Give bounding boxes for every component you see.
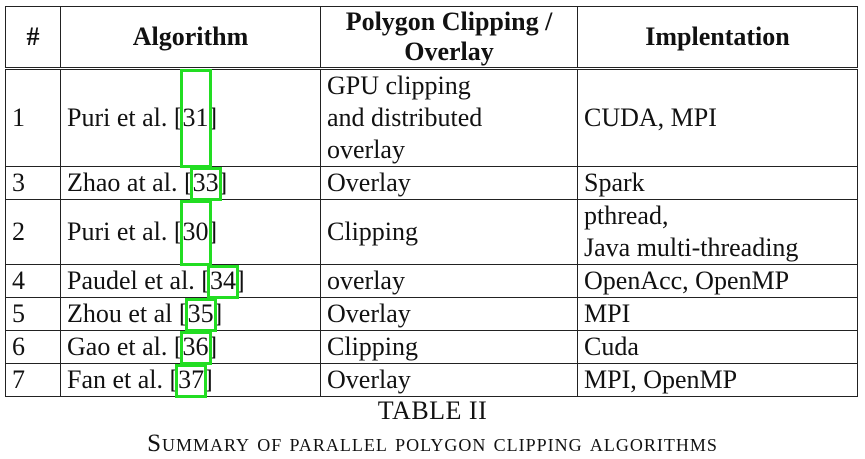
implementation-line: Java multi-threading bbox=[584, 233, 799, 262]
clipping-line: Overlay bbox=[327, 299, 411, 328]
clipping-line: Overlay bbox=[327, 365, 411, 394]
row-number: 1 bbox=[5, 68, 61, 167]
table-label: TABLE II bbox=[377, 396, 488, 425]
header-row: # Algorithm Polygon Clipping / Overlay I… bbox=[5, 6, 858, 70]
implementation-line: MPI bbox=[584, 299, 631, 328]
algorithm-text: Zhou et al [35] bbox=[67, 299, 223, 328]
row-number: 6 bbox=[5, 330, 61, 364]
implementation-line: CUDA, MPI bbox=[584, 103, 717, 132]
clipping-line: GPU clipping bbox=[327, 71, 471, 100]
table-row: 1 Puri et al. [31] GPU clipping and distrib… bbox=[5, 68, 858, 167]
clipping-line: overlay bbox=[327, 266, 405, 295]
table-row: 5 Zhou et al [35] Overlay MPI bbox=[5, 297, 858, 331]
clipping-cell: Overlay bbox=[320, 166, 578, 200]
implementation-cell: CUDA, MPI bbox=[577, 68, 858, 167]
algorithm-text: Zhao at al. [33] bbox=[67, 168, 228, 197]
algorithm-cell: Paudel et al. [34] bbox=[60, 264, 321, 298]
header-algorithm: Algorithm bbox=[60, 6, 321, 70]
implementation-cell: OpenAcc, OpenMP bbox=[577, 264, 858, 298]
table-row: 2 Puri et al. [30] Clipping pthread, Java mu… bbox=[5, 199, 858, 265]
clipping-cell: overlay bbox=[320, 264, 578, 298]
implementation-line: OpenAcc, OpenMP bbox=[584, 266, 790, 295]
algorithm-cell: Gao et al. [36] bbox=[60, 330, 321, 364]
table-caption: Summary of parallel polygon clipping alg… bbox=[147, 430, 718, 457]
algorithm-text: Puri et al. [30] bbox=[67, 217, 218, 246]
summary-table: # Algorithm Polygon Clipping / Overlay I… bbox=[5, 6, 858, 397]
implementation-line: pthread, bbox=[584, 201, 669, 230]
algorithm-text: Gao et al. [36] bbox=[67, 332, 218, 361]
header-polygon-clipping: Polygon Clipping / Overlay bbox=[320, 6, 578, 70]
algorithm-cell: Zhao at al. [33] bbox=[60, 166, 321, 200]
table-row: 4 Paudel et al. [34] overlay OpenAcc, OpenM… bbox=[5, 264, 858, 298]
row-number: 4 bbox=[5, 264, 61, 298]
clipping-cell: Clipping bbox=[320, 199, 578, 265]
header-implementation: Implentation bbox=[577, 6, 858, 70]
implementation-line: Spark bbox=[584, 168, 645, 197]
clipping-line: overlay bbox=[327, 135, 405, 164]
algorithm-text: Puri et al. [31] bbox=[67, 103, 218, 132]
row-number: 7 bbox=[5, 363, 61, 397]
implementation-cell: MPI bbox=[577, 297, 858, 331]
algorithm-text: Paudel et al. [34] bbox=[67, 266, 245, 295]
clipping-line: Overlay bbox=[327, 168, 411, 197]
implementation-cell: Cuda bbox=[577, 330, 858, 364]
algorithm-cell: Puri et al. [31] bbox=[60, 68, 321, 167]
implementation-cell: MPI, OpenMP bbox=[577, 363, 858, 397]
clipping-line: and distributed bbox=[327, 103, 483, 132]
clipping-cell: GPU clipping and distributed overlay bbox=[320, 68, 578, 167]
row-number: 3 bbox=[5, 166, 61, 200]
implementation-cell: Spark bbox=[577, 166, 858, 200]
clipping-cell: Overlay bbox=[320, 363, 578, 397]
implementation-line: Cuda bbox=[584, 332, 639, 361]
clipping-line: Clipping bbox=[327, 217, 419, 246]
row-number: 5 bbox=[5, 297, 61, 331]
header-num: # bbox=[5, 6, 61, 70]
algorithm-cell: Puri et al. [30] bbox=[60, 199, 321, 265]
table-row: 3 Zhao at al. [33] Overlay Spark bbox=[5, 166, 858, 200]
table-row: 6 Gao et al. [36] Clipping Cuda bbox=[5, 330, 858, 364]
clipping-line: Clipping bbox=[327, 332, 419, 361]
algorithm-text: Fan et al. [37] bbox=[67, 365, 213, 394]
algorithm-cell: Zhou et al [35] bbox=[60, 297, 321, 331]
implementation-cell: pthread, Java multi-threading bbox=[577, 199, 858, 265]
clipping-cell: Clipping bbox=[320, 330, 578, 364]
algorithm-cell: Fan et al. [37] bbox=[60, 363, 321, 397]
table-row: 7 Fan et al. [37] Overlay MPI, OpenMP bbox=[5, 363, 858, 397]
clipping-cell: Overlay bbox=[320, 297, 578, 331]
implementation-line: MPI, OpenMP bbox=[584, 365, 738, 394]
row-number: 2 bbox=[5, 199, 61, 265]
